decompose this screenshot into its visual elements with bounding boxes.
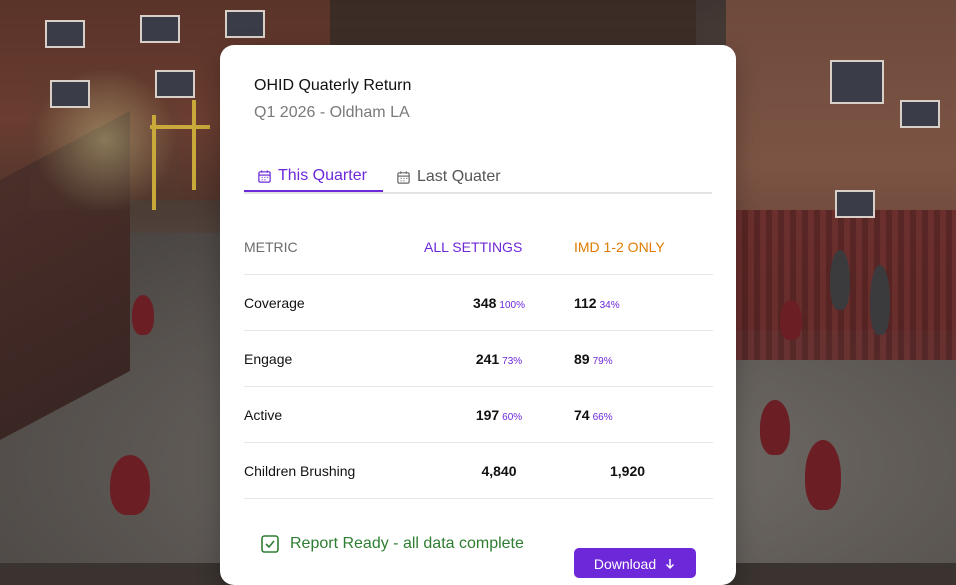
imd-value: 112 xyxy=(574,294,597,311)
all-percent: 60% xyxy=(502,411,523,423)
all-value: 4,840 xyxy=(481,462,517,479)
report-title: OHID Quaterly Return xyxy=(254,77,412,94)
all-value-cell: 4,840 xyxy=(424,442,574,499)
metric-name: Engage xyxy=(244,330,424,387)
imd-value-cell: 1,920 xyxy=(574,442,713,499)
imd-value: 74 xyxy=(574,406,590,423)
tab-label: Last Quater xyxy=(417,168,501,185)
imd-value-cell: 74 66% xyxy=(574,386,713,443)
download-label: Download xyxy=(593,555,657,572)
quarter-tabs: This Quarter Last Quater xyxy=(244,162,712,194)
imd-value: 1,920 xyxy=(610,462,646,479)
all-value-cell: 197 60% xyxy=(424,386,574,443)
download-button[interactable]: Download xyxy=(574,548,696,578)
all-value-cell: 241 73% xyxy=(424,330,574,387)
all-percent: 100% xyxy=(499,299,525,311)
table-row: Coverage 348 100% 112 34% xyxy=(244,274,713,331)
header-imd: IMD 1-2 ONLY xyxy=(574,219,713,275)
table-row: Engage 241 73% 89 79% xyxy=(244,330,713,387)
report-subtitle: Q1 2026 - Oldham LA xyxy=(254,104,410,121)
all-value: 348 xyxy=(473,294,497,311)
all-value: 197 xyxy=(475,406,500,423)
calendar-icon xyxy=(258,169,271,183)
imd-percent: 79% xyxy=(592,355,613,367)
check-square-icon xyxy=(261,535,279,553)
imd-percent: 34% xyxy=(599,299,620,311)
status-text: Report Ready - all data complete xyxy=(290,535,524,552)
metric-name: Coverage xyxy=(244,274,424,331)
table-header-row: METRIC ALL SETTINGS IMD 1-2 ONLY xyxy=(244,219,713,275)
tab-last-quarter[interactable]: Last Quater xyxy=(396,162,501,192)
status-message: Report Ready - all data complete xyxy=(260,534,524,554)
header-metric: METRIC xyxy=(244,219,424,275)
header-all-settings: ALL SETTINGS xyxy=(424,219,574,275)
table-row: Children Brushing 4,840 1,920 xyxy=(244,442,713,499)
tab-label: This Quarter xyxy=(278,167,367,184)
metric-name: Active xyxy=(244,386,424,443)
report-card: OHID Quaterly Return Q1 2026 - Oldham LA… xyxy=(220,45,736,585)
imd-value: 89 xyxy=(574,350,590,367)
all-percent: 73% xyxy=(502,355,523,367)
all-value-cell: 348 100% xyxy=(424,274,574,331)
metrics-table: METRIC ALL SETTINGS IMD 1-2 ONLY Coverag… xyxy=(244,219,713,499)
imd-percent: 66% xyxy=(592,411,613,423)
imd-value-cell: 89 79% xyxy=(574,330,713,387)
download-arrow-icon xyxy=(666,558,675,569)
table-row: Active 197 60% 74 66% xyxy=(244,386,713,443)
calendar-icon xyxy=(397,170,410,184)
all-value: 241 xyxy=(475,350,500,367)
metric-name: Children Brushing xyxy=(244,442,424,499)
imd-value-cell: 112 34% xyxy=(574,274,713,331)
tab-this-quarter[interactable]: This Quarter xyxy=(244,162,383,192)
